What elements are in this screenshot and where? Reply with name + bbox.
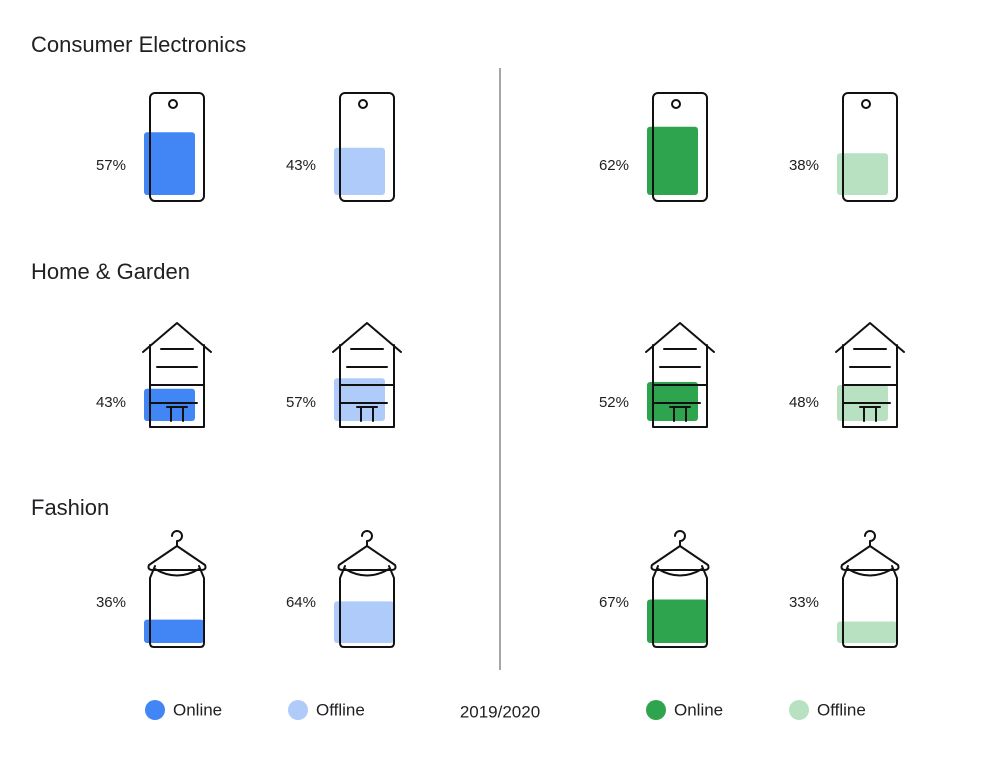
legend-label: Offline [817,700,866,719]
fill-bar [144,132,195,195]
icon [840,530,900,648]
icon [835,322,905,428]
icon [147,530,207,648]
value-label: 36% [96,594,126,611]
category-title: Consumer Electronics [31,32,246,57]
value-label: 62% [599,157,629,174]
value-label: 33% [789,594,819,611]
icon [842,92,898,202]
fill-bar [144,388,195,421]
legend-swatch [646,700,666,720]
category-title: Fashion [31,495,109,520]
fill-bar [334,147,385,195]
legend-swatch [789,700,809,720]
icon [652,92,708,202]
value-label: 64% [286,594,316,611]
icon [645,322,715,428]
subtitle: 2019/2020 [460,702,540,721]
value-label: 48% [789,394,819,411]
icon [339,92,395,202]
fill-bar [647,382,698,421]
fill-bar [837,621,897,643]
value-label: 43% [286,157,316,174]
icon [332,322,402,428]
fill-bar [647,126,698,195]
legend-label: Online [674,700,723,719]
value-label: 38% [789,157,819,174]
category-title: Home & Garden [31,259,190,284]
legend-label: Online [173,700,222,719]
fill-bar [144,619,204,643]
fill-bar [334,601,394,643]
legend-label: Offline [316,700,365,719]
value-label: 67% [599,594,629,611]
fill-bar [647,599,707,643]
icon [337,530,397,648]
fill-bar [837,153,888,195]
icon [149,92,205,202]
value-label: 52% [599,394,629,411]
legend-swatch [145,700,165,720]
icon [142,322,212,428]
value-label: 57% [286,394,316,411]
value-label: 43% [96,394,126,411]
icon [650,530,710,648]
value-label: 57% [96,157,126,174]
legend-swatch [288,700,308,720]
